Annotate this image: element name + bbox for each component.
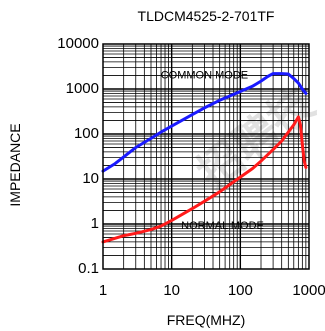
y-tick-label: 0.1 [78,260,99,277]
annotations: COMMON MODE NORMAL MODE [161,69,264,232]
y-tick-label: 10 [82,170,99,187]
x-tick-label: 100 [228,282,253,299]
x-tick-label: 1 [99,282,107,299]
chart-title: TLDCM4525-2-701TF [138,8,275,24]
x-axis-label: FREQ(MHZ) [167,312,246,328]
y-tick-label: 1 [91,215,99,232]
grid [103,44,309,269]
y-tick-label: 1000 [66,80,99,97]
x-tick-label: 1000 [292,282,325,299]
plot-frame [102,43,310,270]
series-line-common-mode [101,72,308,173]
series-layer [101,72,308,244]
annotation-normal-mode: NORMAL MODE [181,220,264,232]
annotation-common-mode: COMMON MODE [161,69,248,81]
y-tick-label: 10000 [57,35,99,52]
x-tick-label: 10 [163,282,180,299]
series-line-normal-mode [101,115,308,244]
y-axis-label: IMPEDANCE [7,123,23,206]
y-tick-label: 100 [74,125,99,142]
